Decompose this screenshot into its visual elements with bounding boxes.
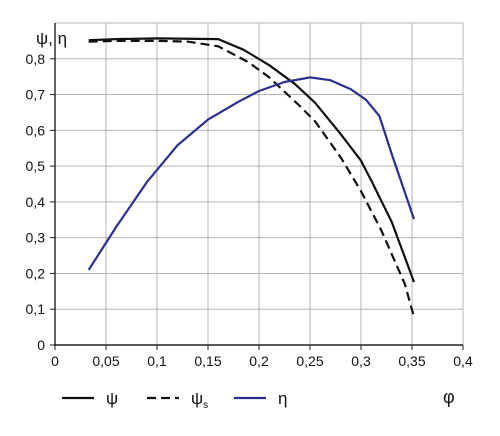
x-tick-label: 0,05 <box>92 353 119 369</box>
y-tick-label: 0,6 <box>26 122 46 138</box>
x-tick-label: 0,15 <box>194 353 221 369</box>
y-tick-label: 0,4 <box>26 194 46 210</box>
x-tick-label: 0,25 <box>296 353 323 369</box>
x-tick-label: 0,1 <box>147 353 167 369</box>
legend-label: ψ <box>106 389 118 408</box>
legend-label: ψs <box>191 389 208 411</box>
y-tick-label: 0,1 <box>26 301 46 317</box>
y-tick-label: 0,3 <box>26 230 46 246</box>
x-axis-title: φ <box>443 387 455 407</box>
series-line-eta <box>87 76 416 271</box>
labels-layer: ψ, η φ 0 0,05 0,1 0,15 0,2 0,25 0,3 0,35 0,4 0 0,1… <box>26 29 473 407</box>
series-line-psi-s <box>88 39 416 318</box>
x-tick-label: 0,35 <box>398 353 425 369</box>
axes-layer <box>50 23 464 350</box>
legend-label-subscript: s <box>203 400 208 411</box>
y-axis-title: ψ, η <box>36 29 67 48</box>
x-tick-label: 0,4 <box>453 353 473 369</box>
series-layer <box>87 37 416 318</box>
x-tick-label: 0,3 <box>351 353 371 369</box>
series-line-psi <box>88 37 416 283</box>
x-tick-label: 0,2 <box>249 353 269 369</box>
y-tick-label: 0 <box>37 337 45 353</box>
y-tick-label: 0,8 <box>26 51 46 67</box>
legend: ψ ψs η <box>62 389 287 411</box>
y-tick-label: 0,7 <box>26 87 46 103</box>
y-tick-label: 0,2 <box>26 265 46 281</box>
y-tick-label: 0,5 <box>26 158 46 174</box>
legend-label: η <box>278 389 287 408</box>
x-tick-label: 0 <box>51 353 59 369</box>
